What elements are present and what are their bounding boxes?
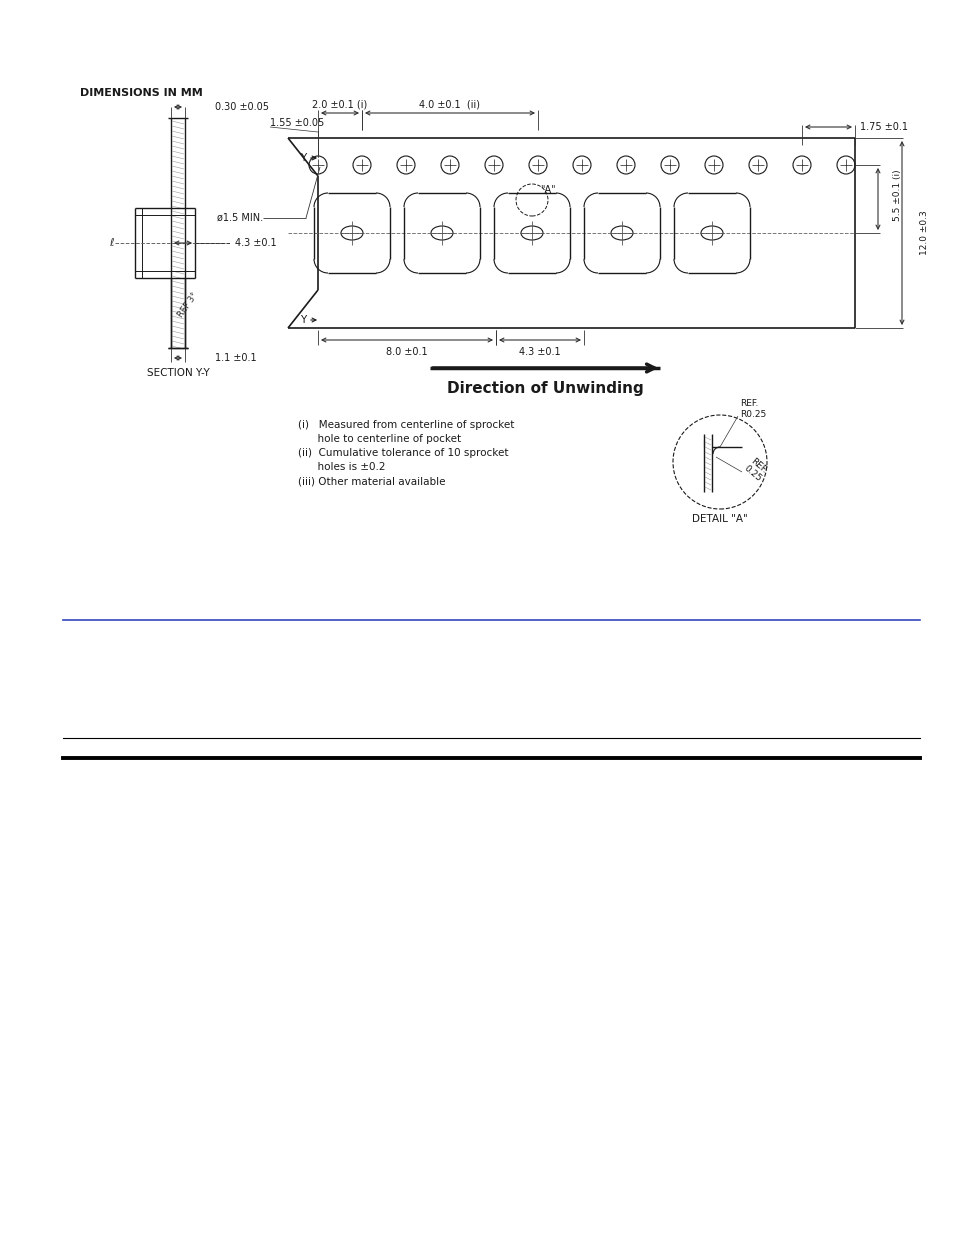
Text: DETAIL "A": DETAIL "A" [691,514,747,524]
Text: 1.1 ±0.1: 1.1 ±0.1 [214,353,256,363]
Text: 8.0 ±0.1: 8.0 ±0.1 [386,347,427,357]
Text: 1.75 ±0.1: 1.75 ±0.1 [859,122,907,132]
Text: 12.0 ±0.3: 12.0 ±0.3 [919,211,928,256]
Text: 4.3 ±0.1: 4.3 ±0.1 [234,238,276,248]
Text: (i)   Measured from centerline of sprocket: (i) Measured from centerline of sprocket [297,420,514,430]
Text: Direction of Unwinding: Direction of Unwinding [446,380,642,395]
Text: SECTION Y-Y: SECTION Y-Y [147,368,209,378]
Text: REF.
R0.25: REF. R0.25 [740,399,765,419]
Text: ø1.5 MIN.: ø1.5 MIN. [216,212,263,224]
Text: Y: Y [299,315,306,325]
Text: hole to centerline of pocket: hole to centerline of pocket [297,433,460,445]
Text: 2.0 ±0.1 (i): 2.0 ±0.1 (i) [312,99,367,109]
Text: REF 3°: REF 3° [176,291,199,319]
Text: 1.55 ±0.05: 1.55 ±0.05 [270,119,324,128]
Text: "A": "A" [539,185,555,195]
Text: DIMENSIONS IN MM: DIMENSIONS IN MM [80,88,203,98]
Text: ℓ: ℓ [109,238,113,248]
Text: 4.3 ±0.1: 4.3 ±0.1 [518,347,560,357]
Text: (iii) Other material available: (iii) Other material available [297,475,445,487]
Text: Y: Y [299,153,306,163]
Text: 5.5 ±0.1 (i): 5.5 ±0.1 (i) [892,169,901,221]
Text: holes is ±0.2: holes is ±0.2 [297,462,385,472]
Text: 4.0 ±0.1  (ii): 4.0 ±0.1 (ii) [419,99,480,109]
Text: 0.30 ±0.05: 0.30 ±0.05 [214,103,269,112]
Text: (ii)  Cumulative tolerance of 10 sprocket: (ii) Cumulative tolerance of 10 sprocket [297,448,508,458]
Text: REF.
0.25: REF. 0.25 [741,456,769,484]
